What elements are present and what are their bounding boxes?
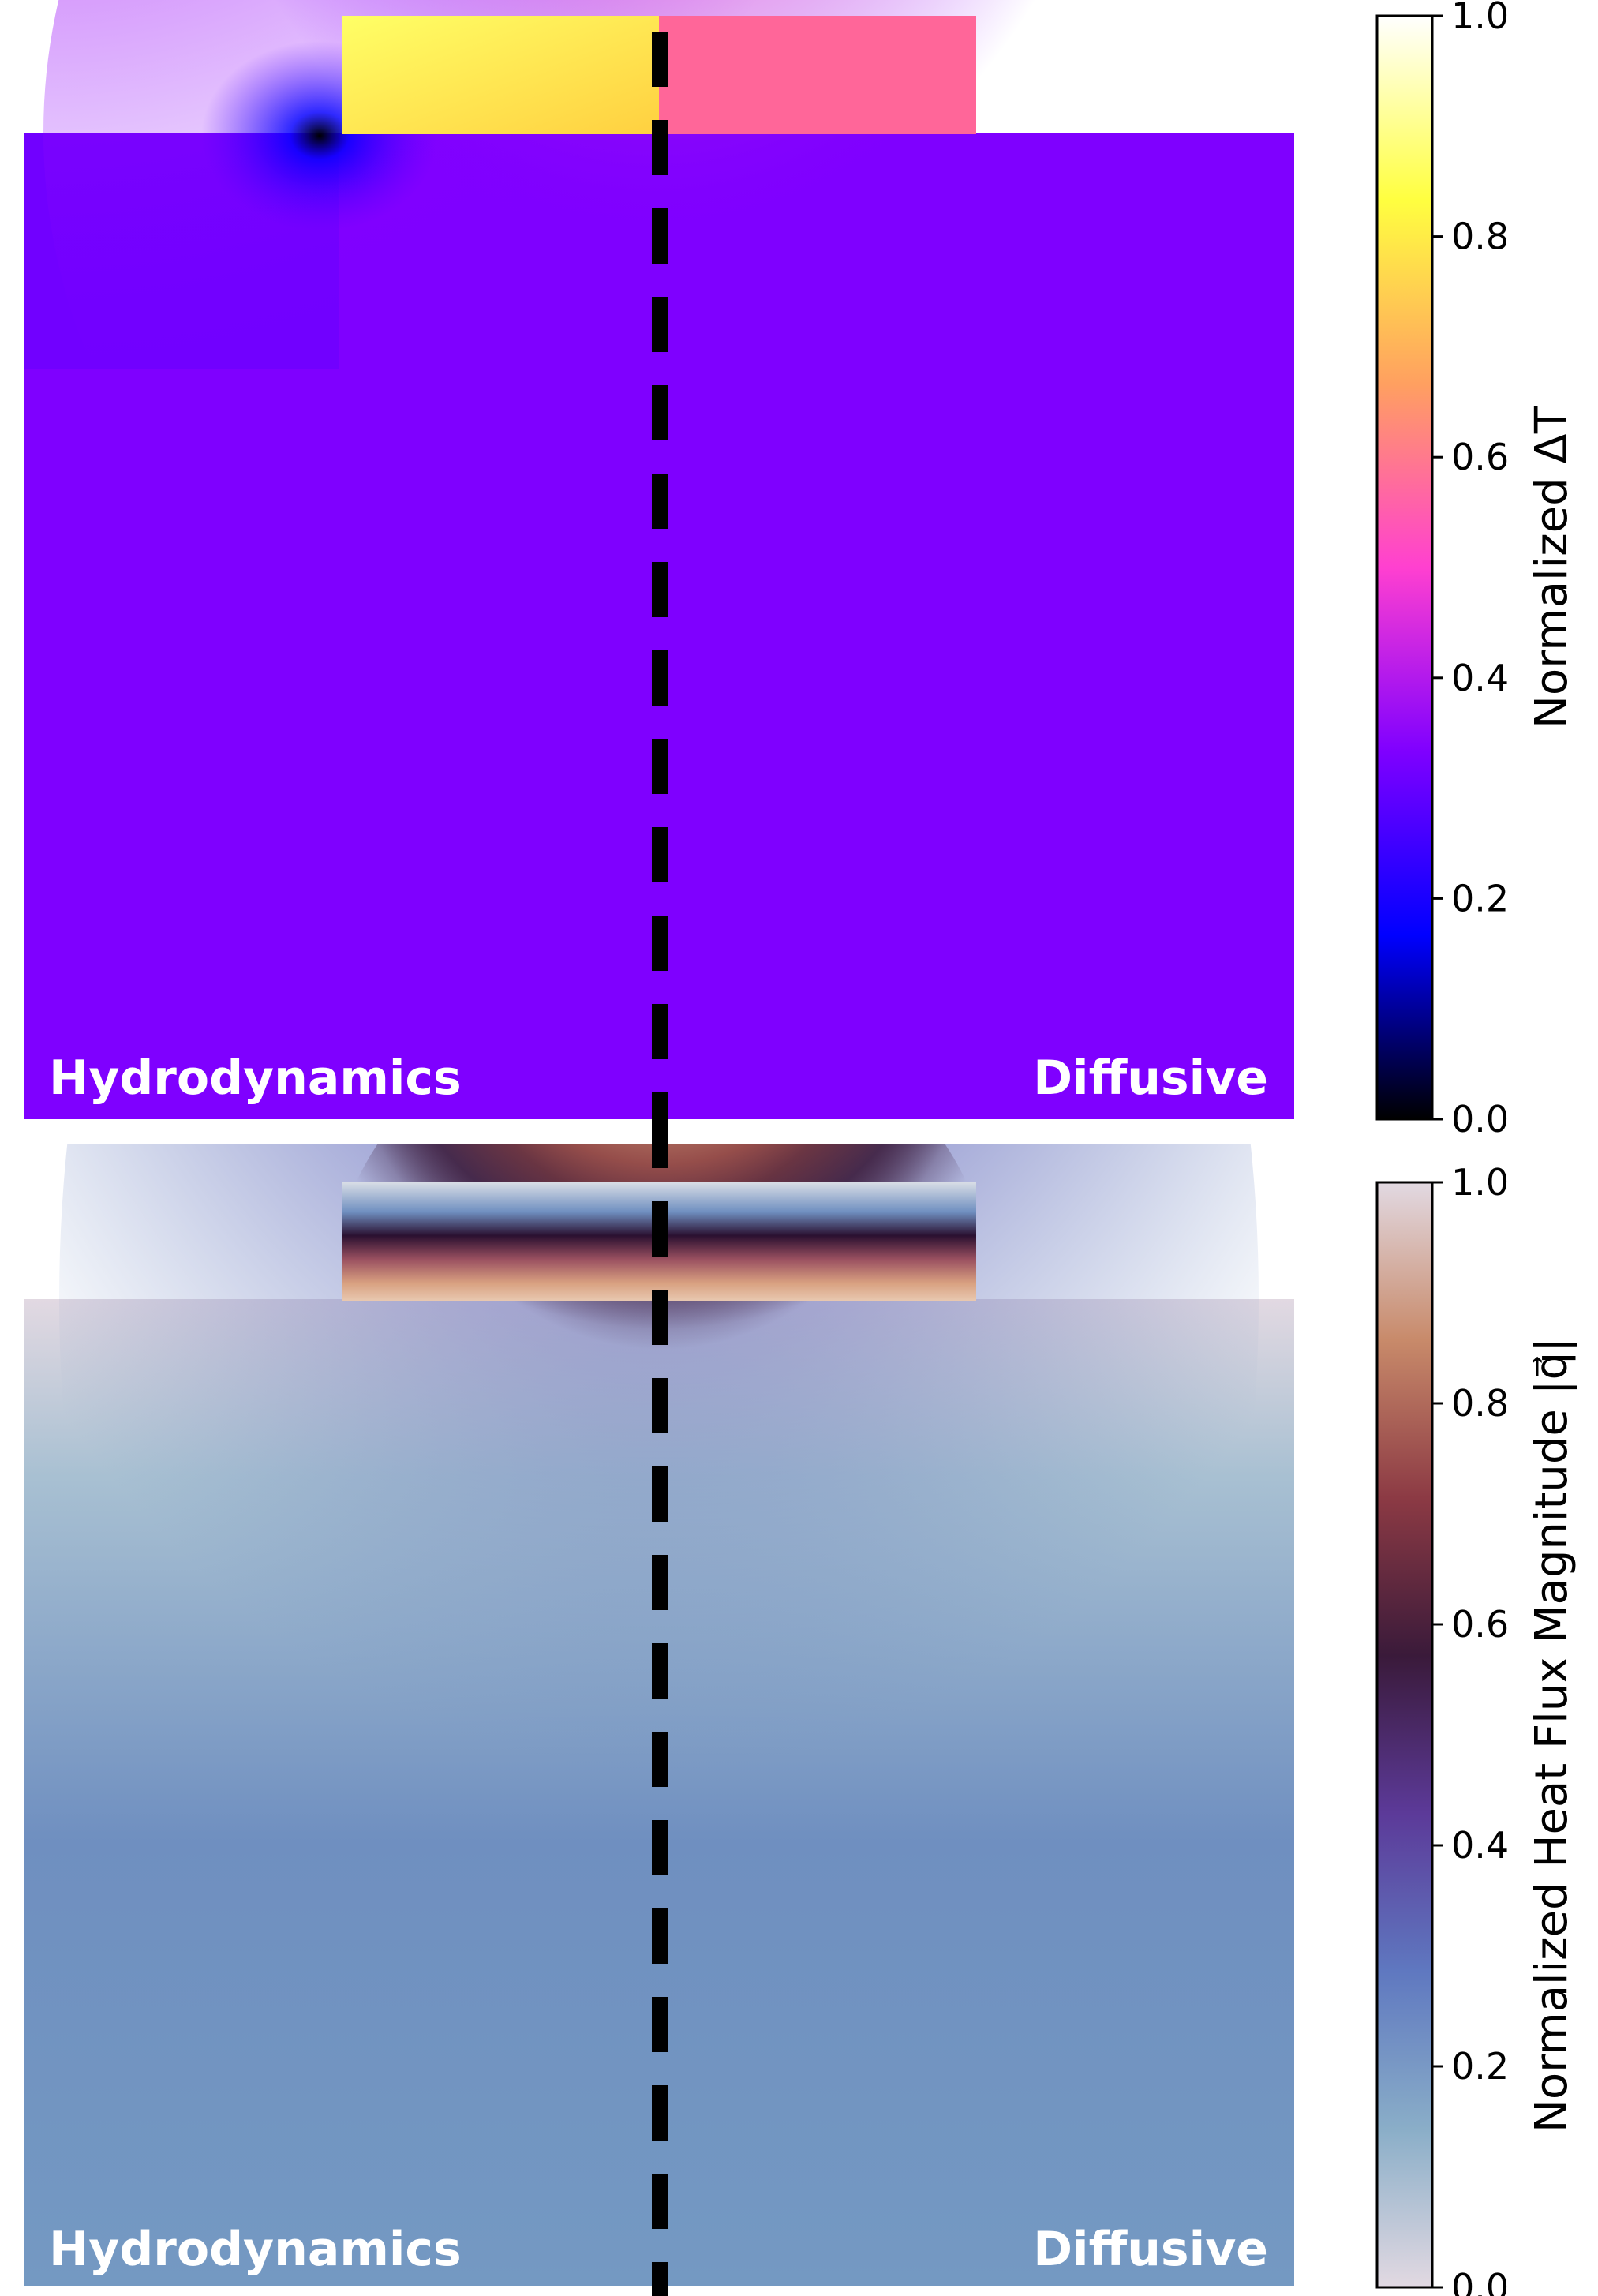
colorbar-fill (1377, 16, 1432, 1119)
heat-flux-panel: Hydrodynamics Diffusive 0.0 0.2 0.4 0.6 0.8 1… (0, 1144, 1598, 2296)
colorbar-tick-label: 0.0 (1451, 2266, 1509, 2296)
label-diffusive: Diffusive (1033, 1051, 1268, 1106)
colorbar-label: Normalized Heat Flux Magnitude |q⃗| (1526, 1337, 1577, 2133)
colorbar-temperature: 0.0 0.2 0.4 0.6 0.8 1.0 Normalized ΔT (1375, 0, 1577, 1141)
colorbar-heat-flux: 0.0 0.2 0.4 0.6 0.8 1.0 Normalized Heat Flux … (1375, 1161, 1577, 2296)
label-diffusive: Diffusive (1033, 2222, 1268, 2277)
label-hydrodynamics: Hydrodynamics (49, 1051, 462, 1106)
temperature-svg: Hydrodynamics Diffusive 0.0 0.2 0.4 0.6 0.8 1… (24, 0, 1577, 1144)
colorbar-tick-label: 0.4 (1451, 657, 1509, 699)
colorbar-tick-label: 0.8 (1451, 215, 1509, 258)
label-hydrodynamics: Hydrodynamics (49, 2222, 462, 2277)
colorbar-tick-label: 0.6 (1451, 1603, 1509, 1646)
heater-right (659, 16, 976, 134)
colorbar-tick-label: 1.0 (1451, 0, 1509, 37)
heat-flux-svg: Hydrodynamics Diffusive 0.0 0.2 0.4 0.6 0.8 1… (24, 1144, 1577, 2296)
colorbar-tick-label: 0.6 (1451, 436, 1509, 478)
colorbar-frame (1375, 1181, 1434, 2289)
colorbar-fill (1377, 1182, 1432, 2287)
colorbar-tick-label: 1.0 (1451, 1161, 1509, 1204)
colorbar-tick-label: 0.4 (1451, 1824, 1509, 1867)
colorbar-tick-label: 0.2 (1451, 2045, 1509, 2088)
colorbar-label: Normalized ΔT (1526, 406, 1577, 729)
colorbar-tick-label: 0.8 (1451, 1382, 1509, 1425)
colorbar-tick-label: 0.0 (1451, 1098, 1509, 1141)
colorbar-tick-label: 0.2 (1451, 877, 1509, 920)
colorbar-frame (1375, 14, 1434, 1121)
temperature-panel: Hydrodynamics Diffusive 0.0 0.2 0.4 0.6 0.8 1… (0, 0, 1598, 1144)
heater-left (342, 16, 659, 134)
